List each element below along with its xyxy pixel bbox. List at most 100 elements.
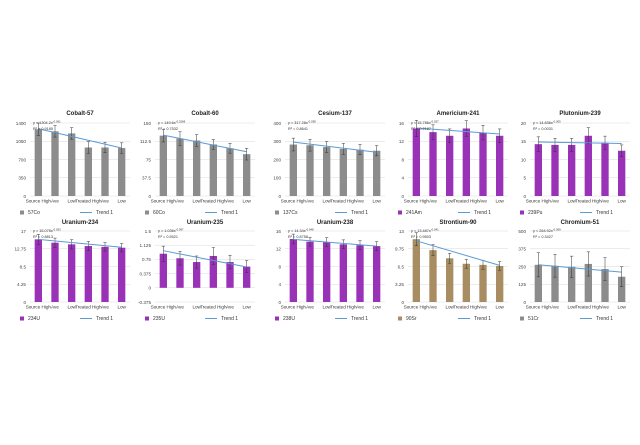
x-tick-label: Ave [51, 305, 59, 310]
y-tick-label: 8 [401, 157, 404, 162]
bar [601, 269, 609, 302]
legend-swatch [275, 210, 279, 215]
bar [176, 138, 184, 196]
bar [101, 246, 109, 302]
y-tick-label: 400 [273, 121, 281, 126]
y-tick-label: 0.75 [142, 257, 151, 262]
y-tick-label: 1400 [16, 121, 27, 126]
x-tick-label: Ave [479, 199, 487, 204]
trend-line [38, 238, 122, 248]
y-tick-label: 500 [518, 229, 526, 234]
y-tick-label: 37.5 [142, 176, 151, 181]
y-tick-label: 0 [23, 194, 26, 199]
trend-equation: y = 15.786x-0.037 [411, 119, 439, 125]
bar [618, 276, 626, 302]
x-tick-label: Treated High [453, 199, 480, 204]
legend-series-label: 137Cs [283, 210, 298, 216]
bar [584, 263, 592, 302]
legend-trend-label: Trend 1 [596, 210, 613, 216]
y-tick-label: 5 [523, 176, 526, 181]
x-tick-label: Low [617, 305, 626, 310]
legend-series-label: 51Cr [528, 316, 539, 322]
x-tick-label: Low [567, 305, 576, 310]
bar [446, 135, 454, 196]
x-tick-label: Low [495, 199, 504, 204]
trend-equation: y = 149.6x-0.0268 [158, 119, 186, 125]
bar [176, 258, 184, 288]
bar [306, 241, 314, 302]
x-tick-label: Ave [601, 305, 609, 310]
x-tick-label: Ave [601, 199, 609, 204]
bar [373, 150, 381, 196]
bar [496, 265, 504, 302]
y-tick-label: 12 [399, 139, 405, 144]
x-tick-label: Source High [526, 199, 552, 204]
legend-swatch [520, 316, 524, 321]
bar [209, 144, 217, 196]
bar [373, 246, 381, 302]
y-tick-label: 16 [276, 229, 282, 234]
bar [462, 263, 470, 302]
x-tick-label: Source High [151, 305, 177, 310]
legend-swatch [20, 210, 24, 215]
y-tick-label: 350 [18, 176, 26, 181]
r-squared: R² = 0.2187 [411, 127, 431, 131]
x-tick-label: Ave [101, 305, 109, 310]
chart-panel: Chromium-51 0 125 250 375 500 y = 264.92x-0.06… [518, 220, 630, 322]
trend-equation: y = 13.487x-0.041 [411, 227, 439, 233]
x-tick-label: Ave [551, 305, 559, 310]
bar [51, 242, 59, 302]
bar [243, 266, 251, 288]
x-tick-label: Source High [281, 199, 307, 204]
legend-series-label: 241Am [406, 210, 422, 216]
chart-title: Chromium-51 [561, 220, 600, 226]
x-tick-label: Treated High [75, 199, 102, 204]
y-tick-label: 0 [278, 194, 281, 199]
bar [84, 147, 92, 196]
legend-swatch [145, 316, 149, 321]
x-tick-label: Low [117, 305, 126, 310]
y-tick-label: 4.25 [17, 282, 26, 287]
trend-line [38, 128, 122, 149]
bar [289, 144, 297, 196]
bar [568, 266, 576, 302]
legend-swatch [398, 210, 402, 215]
bar [446, 258, 454, 302]
x-tick-label: Ave [306, 305, 314, 310]
bar [84, 246, 92, 302]
y-tick-label: 0 [148, 286, 151, 291]
x-tick-label: Low [117, 199, 126, 204]
x-tick-label: Treated High [453, 305, 480, 310]
legend-trend-label: Trend 1 [96, 210, 113, 216]
trend-equation: y = 15.075x-0.053 [33, 227, 61, 233]
bar [534, 144, 542, 196]
x-tick-label: Ave [101, 199, 109, 204]
bar [584, 135, 592, 196]
y-tick-label: 1.5 [145, 229, 152, 234]
legend-swatch [520, 210, 524, 215]
legend-trend-label: Trend 1 [474, 210, 491, 216]
trend-line [538, 141, 622, 144]
trend-line [538, 264, 622, 273]
chart-panel: Cobalt-57 0 350 700 1050 1400 y = 1304.2x-0.06… [16, 111, 130, 216]
legend-series-label: 57Co [28, 210, 40, 216]
bar [34, 239, 42, 302]
legend-swatch [398, 316, 402, 321]
legend-trend-label: Trend 1 [351, 210, 368, 216]
trend-equation: y = 14.836x-0.005 [533, 119, 561, 125]
x-tick-label: Ave [429, 305, 437, 310]
x-tick-label: Ave [551, 199, 559, 204]
chart-title: Uranium-238 [317, 220, 354, 226]
y-tick-label: 300 [273, 139, 281, 144]
bar [356, 149, 364, 196]
legend-swatch [275, 316, 279, 321]
y-tick-label: 13 [399, 229, 405, 234]
x-tick-label: Source High [26, 199, 52, 204]
bar [68, 133, 76, 196]
y-tick-label: 112.5 [140, 139, 152, 144]
legend-series-label: 90Sr [406, 316, 417, 322]
x-tick-label: Low [372, 305, 381, 310]
trend-line [416, 127, 500, 135]
legend-trend-label: Trend 1 [221, 210, 238, 216]
r-squared: R² = 0.3427 [533, 235, 553, 239]
